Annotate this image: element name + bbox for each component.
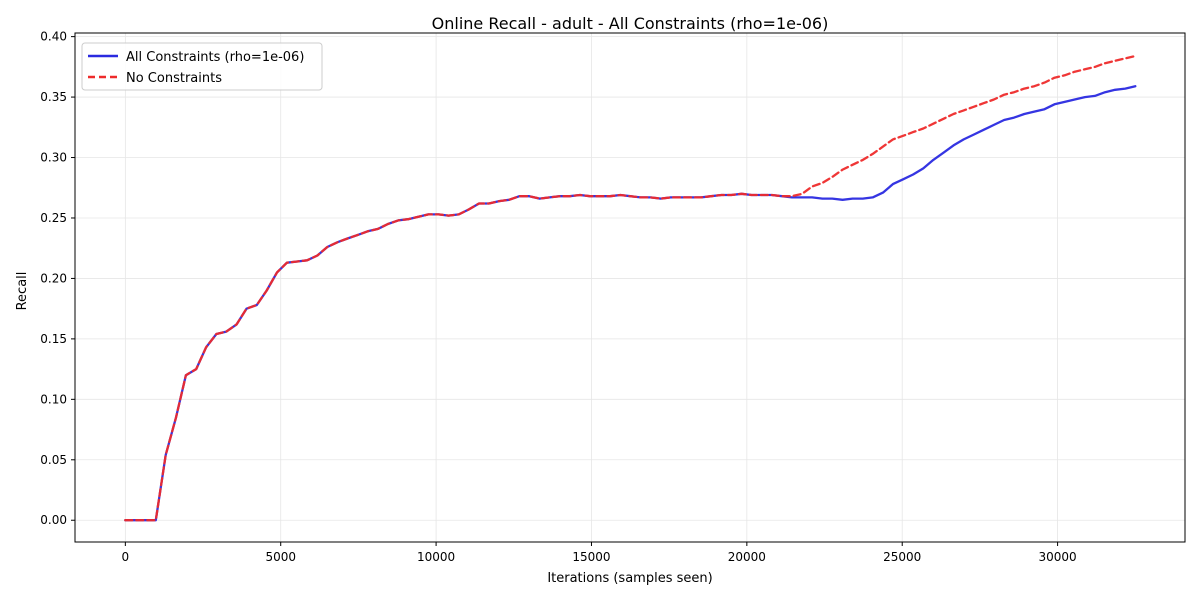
grid-lines — [75, 33, 1185, 542]
y-tick-label: 0.25 — [40, 211, 67, 225]
x-tick-label: 5000 — [265, 550, 296, 564]
chart-title: Online Recall - adult - All Constraints … — [432, 14, 829, 33]
x-tick-label: 0 — [122, 550, 130, 564]
legend: All Constraints (rho=1e-06) No Constrain… — [81, 42, 323, 91]
legend-box — [81, 42, 323, 91]
y-tick-label: 0.30 — [40, 151, 67, 165]
x-tick-label: 30000 — [1038, 550, 1076, 564]
x-axis-label: Iterations (samples seen) — [547, 571, 712, 586]
y-tick-label: 0.10 — [40, 392, 67, 406]
y-tick-label: 0.20 — [40, 271, 67, 285]
x-tick-label: 15000 — [572, 550, 610, 564]
series-line-no-constraints — [124, 54, 1137, 522]
y-tick-label: 0.05 — [40, 453, 67, 467]
y-tick-label: 0.40 — [40, 30, 67, 44]
x-tick-label: 20000 — [728, 550, 766, 564]
axis-ticks: 0 5000 10000 15000 20000 25000 30000 0.00 0.05 0.… — [40, 30, 1076, 564]
x-tick-label: 10000 — [417, 550, 455, 564]
y-tick-label: 0.00 — [40, 513, 67, 527]
x-tick-label: 25000 — [883, 550, 921, 564]
y-tick-label: 0.15 — [40, 332, 67, 346]
series-lines — [124, 54, 1137, 522]
y-tick-label: 0.35 — [40, 90, 67, 104]
plot-frame — [74, 32, 1186, 543]
legend-label-no-constraints: No Constraints — [126, 71, 222, 86]
legend-label-all-constraints: All Constraints (rho=1e-06) — [126, 50, 304, 65]
y-axis-label: Recall — [15, 272, 30, 311]
